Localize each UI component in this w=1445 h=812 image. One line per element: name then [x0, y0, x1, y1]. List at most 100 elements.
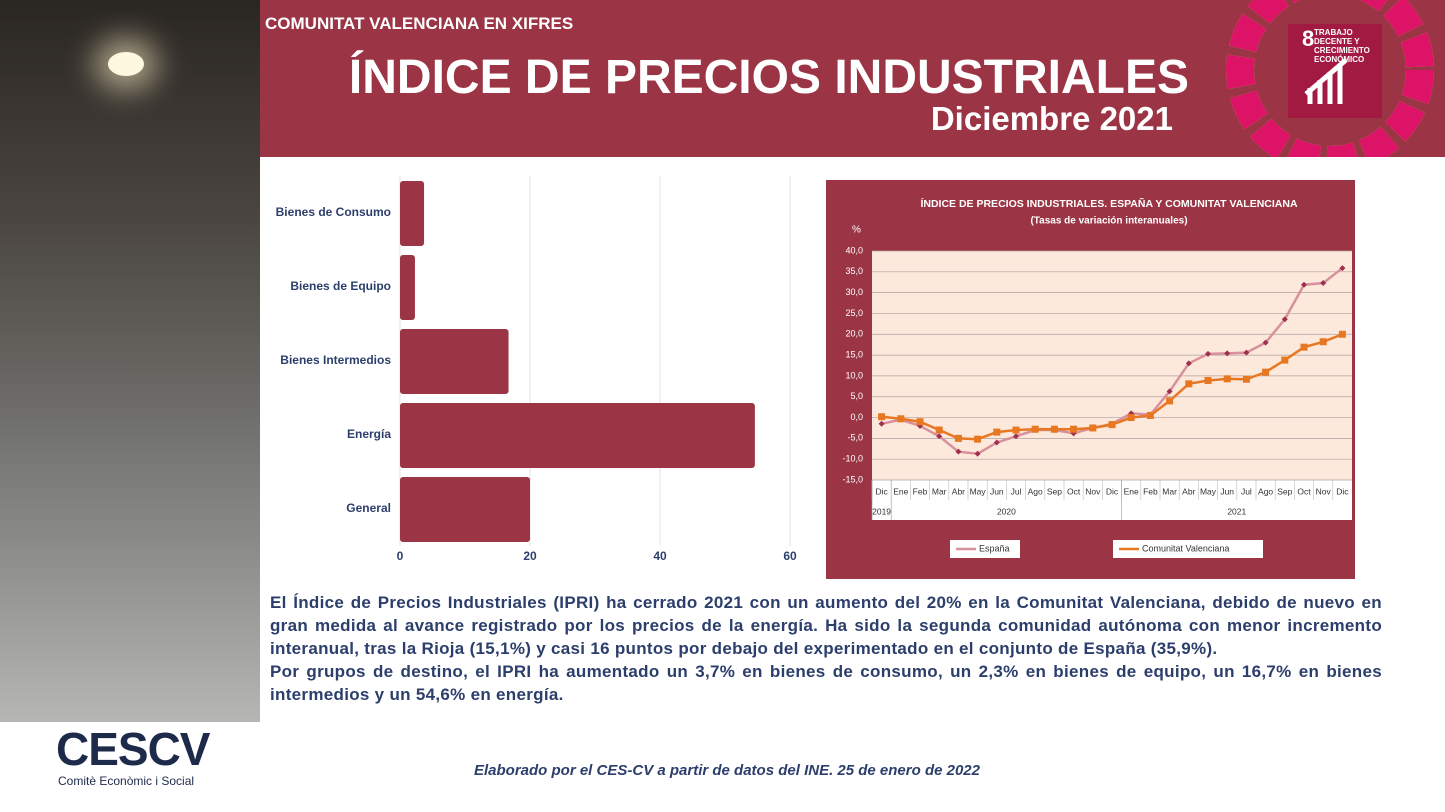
marker	[1281, 316, 1288, 323]
marker	[955, 448, 962, 455]
marker	[878, 420, 885, 427]
marker	[935, 426, 943, 434]
title: ÍNDICE DE PRECIOS INDUSTRIALES	[348, 51, 1189, 104]
kicker: COMUNITAT VALENCIANA EN XIFRES	[265, 14, 574, 33]
marker	[916, 418, 924, 426]
y-tick-label: -15,0	[842, 474, 863, 484]
marker	[1166, 388, 1173, 395]
y-tick-label: Bienes Intermedios	[280, 353, 391, 367]
sdg-label-box: TRABAJO DECENTE Y CRECIMIENTO ECONÓMICO	[1314, 28, 1370, 64]
marker	[1012, 426, 1020, 434]
marker	[1301, 281, 1307, 288]
x-tick-label: May	[970, 486, 987, 496]
marker	[1108, 421, 1116, 429]
marker	[954, 434, 962, 442]
body-text: El Índice de Precios Industriales (IPRI)…	[270, 591, 1382, 706]
x-group-label: 2021	[1227, 506, 1246, 516]
x-tick-label: Sep	[1277, 486, 1292, 496]
bar	[400, 329, 509, 394]
marker	[1185, 380, 1193, 388]
x-tick-label: Ago	[1258, 486, 1273, 496]
marker	[974, 450, 981, 457]
x-tick-label: Ago	[1028, 486, 1043, 496]
marker	[1262, 368, 1270, 376]
marker	[1185, 360, 1192, 367]
x-tick-label: Feb	[913, 486, 928, 496]
marker	[1089, 424, 1097, 432]
x-tick-label: Jul	[1241, 486, 1252, 496]
x-tick-label: Dic	[1106, 486, 1119, 496]
marker	[1031, 425, 1039, 433]
x-tick-label: Mar	[932, 486, 947, 496]
x-tick-label: Jun	[1220, 486, 1234, 496]
sdg-number: 8	[1302, 26, 1314, 51]
x-tick-label: Ene	[893, 486, 908, 496]
marker	[1166, 397, 1174, 405]
x-tick-label: 60	[783, 549, 797, 563]
marker	[1243, 349, 1250, 356]
legend-background	[950, 540, 1020, 558]
x-tick-label: Abr	[952, 486, 965, 496]
x-tick-label: Nov	[1085, 486, 1101, 496]
marker	[897, 415, 905, 423]
bar	[400, 181, 425, 246]
y-tick-label: Bienes de Equipo	[290, 279, 391, 293]
x-tick-label: 20	[523, 549, 537, 563]
x-tick-label: Abr	[1182, 486, 1195, 496]
line-chart: ÍNDICE DE PRECIOS INDUSTRIALES. ESPAÑA Y…	[826, 180, 1355, 579]
logo-subtitle: Comitè Econòmic i Social	[58, 774, 195, 788]
paragraph: Por grupos de destino, el IPRI ha aument…	[270, 662, 1382, 704]
plot-area	[872, 251, 1352, 480]
bar-chart: 0 20 40 60 Bienes de Consumo Bienes de Equipo…	[276, 176, 797, 563]
y-tick-label: 10,0	[845, 370, 863, 380]
sdg-label: TRABAJO DECENTE Y CRECIMIENTO ECONÓMICO	[1314, 28, 1370, 64]
marker	[1320, 280, 1327, 287]
marker	[993, 428, 1001, 436]
y-tick-label: Energía	[347, 427, 391, 441]
photo	[0, 0, 260, 722]
marker	[993, 439, 1000, 446]
sdg-glyph	[1304, 58, 1348, 104]
marker	[1205, 350, 1211, 357]
sdg-wheel	[1226, 0, 1434, 157]
x-tick-label: Jun	[990, 486, 1004, 496]
x-tick-label: Ene	[1124, 486, 1139, 496]
paragraph: El Índice de Precios Industriales (IPRI)…	[270, 593, 1382, 658]
y-tick-label: 5,0	[850, 391, 863, 401]
x-tick-label: Nov	[1316, 486, 1332, 496]
marker	[1070, 425, 1078, 433]
logo: CESCV	[56, 723, 210, 775]
legend-label: Comunitat Valenciana	[1142, 543, 1229, 553]
x-tick-label: Oct	[1067, 486, 1081, 496]
y-tick-label: General	[346, 501, 391, 515]
x-group-label: 2020	[997, 506, 1016, 516]
y-tick-label: -10,0	[842, 454, 863, 464]
bottom-bar	[0, 722, 260, 812]
y-tick-label: -5,0	[847, 433, 863, 443]
x-group-label: 2019	[872, 506, 891, 516]
y-tick-label: 40,0	[845, 245, 863, 255]
y-tick-label: 0,0	[850, 412, 863, 422]
y-tick-label: 20,0	[845, 329, 863, 339]
marker	[1338, 330, 1346, 338]
bar	[400, 477, 530, 542]
marker	[974, 435, 982, 443]
x-tick-label: 40	[653, 549, 667, 563]
marker	[1300, 343, 1308, 351]
bar	[400, 255, 415, 320]
bar	[400, 403, 755, 468]
marker	[1281, 356, 1289, 364]
marker	[1146, 411, 1154, 419]
marker	[1204, 376, 1212, 384]
y-axis-label: %	[852, 225, 861, 236]
x-tick-label: Mar	[1162, 486, 1177, 496]
x-tick-label: Dic	[875, 486, 888, 496]
x-tick-label: Jul	[1011, 486, 1022, 496]
marker	[936, 433, 943, 440]
photo-light	[108, 52, 144, 76]
y-tick-label: 25,0	[845, 308, 863, 318]
date: Diciembre 2021	[930, 100, 1173, 137]
x-tick-label: May	[1200, 486, 1217, 496]
chart-title: ÍNDICE DE PRECIOS INDUSTRIALES. ESPAÑA Y…	[920, 197, 1297, 210]
